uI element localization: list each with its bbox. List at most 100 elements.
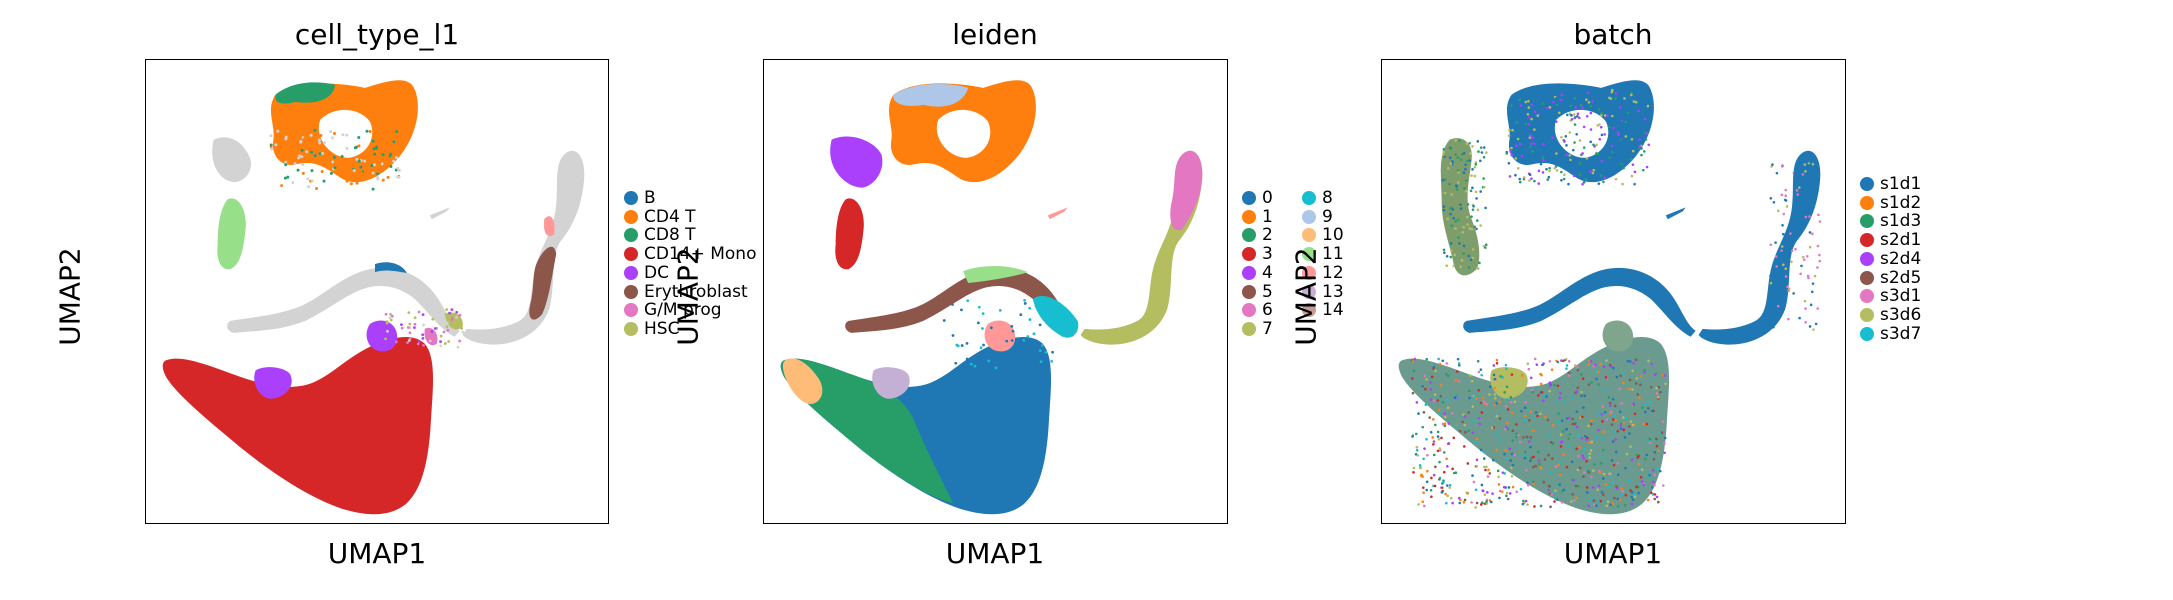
legend-marker [1860, 233, 1874, 248]
legend-label: s3d1 [1880, 286, 1922, 307]
plot-title: leiden [952, 18, 1038, 51]
legend-label: CD14+ Mono [644, 244, 757, 265]
legend-item: Erythroblast [624, 282, 748, 302]
legend-item: 7 [1242, 319, 1273, 339]
legend-marker [1302, 191, 1316, 205]
umap-scatter-svg [780, 80, 1203, 515]
legend-label: 13 [1322, 281, 1344, 302]
legend-marker [1860, 289, 1874, 304]
legend-marker [1860, 177, 1874, 191]
legend-label: 7 [1262, 318, 1273, 339]
legend-label: s3d7 [1880, 323, 1922, 344]
legend-item: 13 [1302, 282, 1344, 302]
cluster-cd8-t-light [217, 198, 246, 270]
legend-label: 2 [1262, 225, 1273, 246]
legend-item: s3d7 [1860, 324, 1921, 344]
legend-marker [1242, 209, 1256, 224]
legend-item: 0 [1242, 188, 1273, 208]
cluster-6 [1170, 150, 1203, 231]
legend-label: 12 [1322, 262, 1344, 283]
legend-marker [1302, 265, 1316, 280]
cluster-s1d1 [1698, 150, 1821, 345]
legend-marker [624, 247, 638, 262]
legend-label: 10 [1322, 225, 1344, 246]
legend-label: 14 [1322, 300, 1344, 321]
scatter-plot-area [1381, 59, 1846, 524]
cluster-3 [835, 198, 864, 270]
cluster-cd8-t [275, 82, 336, 104]
legend-label: CD8 T [644, 225, 696, 246]
cluster-b [375, 262, 407, 274]
legend-marker [1860, 270, 1874, 285]
cluster-batch-mixed [1398, 336, 1670, 515]
legend-label: 4 [1262, 262, 1273, 283]
legend-marker [1302, 303, 1316, 318]
legend-item: 4 [1242, 263, 1273, 283]
legend-marker [1860, 251, 1874, 266]
legend-item: 2 [1242, 225, 1273, 245]
legend-item: HSC [624, 319, 679, 339]
legend-item: 6 [1242, 300, 1273, 320]
cluster-batch-mixed [1602, 320, 1634, 352]
scatter-points-batch [1410, 357, 1667, 509]
cluster-erythroblast [529, 246, 557, 320]
cluster-13 [872, 367, 910, 399]
legend-marker [624, 228, 638, 243]
legend-label: 9 [1322, 206, 1333, 227]
y-axis-label: UMAP2 [1289, 247, 1323, 346]
cluster-s1d1 [1665, 207, 1686, 220]
scatter-points-mixed [384, 308, 465, 349]
legend-item: 14 [1302, 300, 1344, 320]
legend-marker [1242, 191, 1256, 205]
cluster-unlabeled [462, 150, 585, 345]
legend-marker [624, 191, 638, 205]
legend-label: HSC [644, 318, 680, 339]
scatter-points-batch [1505, 88, 1652, 186]
legend-item: B [624, 188, 656, 208]
legend-label: 8 [1322, 188, 1333, 208]
y-axis-label: UMAP2 [53, 247, 87, 346]
cluster-5 [845, 267, 1078, 337]
x-axis-label: UMAP1 [945, 537, 1045, 570]
legend-item: CD14+ Mono [624, 244, 756, 264]
cluster-dc [254, 367, 292, 399]
cluster-4 [830, 136, 883, 188]
legend-label: G/M prog [644, 300, 722, 321]
legend-item: s1d1 [1860, 174, 1921, 194]
legend-label: DC [644, 262, 669, 283]
legend-marker [1302, 228, 1316, 243]
legend-item: s2d1 [1860, 230, 1921, 250]
legend-item: s3d6 [1860, 305, 1921, 325]
scatter-plot-area [145, 59, 609, 524]
legend-marker [1242, 265, 1256, 280]
cluster-gm-prog [424, 327, 438, 346]
legend-marker [1242, 247, 1256, 262]
cluster-batch-mixed [1440, 138, 1480, 276]
legend-marker [624, 209, 638, 224]
legend-marker [624, 321, 638, 336]
legend-marker [1302, 247, 1316, 262]
legend-label: 11 [1322, 244, 1344, 265]
legend-item: s1d2 [1860, 193, 1921, 213]
legend-marker [624, 303, 638, 318]
legend-label: B [644, 188, 656, 208]
cluster-cd14-mono [162, 336, 434, 515]
legend-item: CD8 T [624, 225, 696, 245]
legend-marker [1242, 284, 1256, 299]
cluster-9 [893, 84, 969, 107]
legend-item: 8 [1302, 188, 1333, 208]
cluster-s3d6 [1490, 367, 1528, 399]
legend-label: 6 [1262, 300, 1273, 321]
legend-label: s3d6 [1880, 304, 1922, 325]
legend-item: 11 [1302, 244, 1344, 264]
legend-marker [1302, 284, 1316, 299]
cluster-hsc [444, 312, 463, 330]
legend-marker [1860, 214, 1874, 229]
legend-label: s1d1 [1880, 174, 1922, 194]
legend-item: 9 [1302, 207, 1333, 227]
umap-scatter-svg [162, 80, 585, 515]
legend-item: 10 [1302, 225, 1344, 245]
y-axis-label: UMAP2 [671, 247, 705, 346]
legend-item: CD4 T [624, 207, 696, 227]
legend-item: 5 [1242, 282, 1273, 302]
